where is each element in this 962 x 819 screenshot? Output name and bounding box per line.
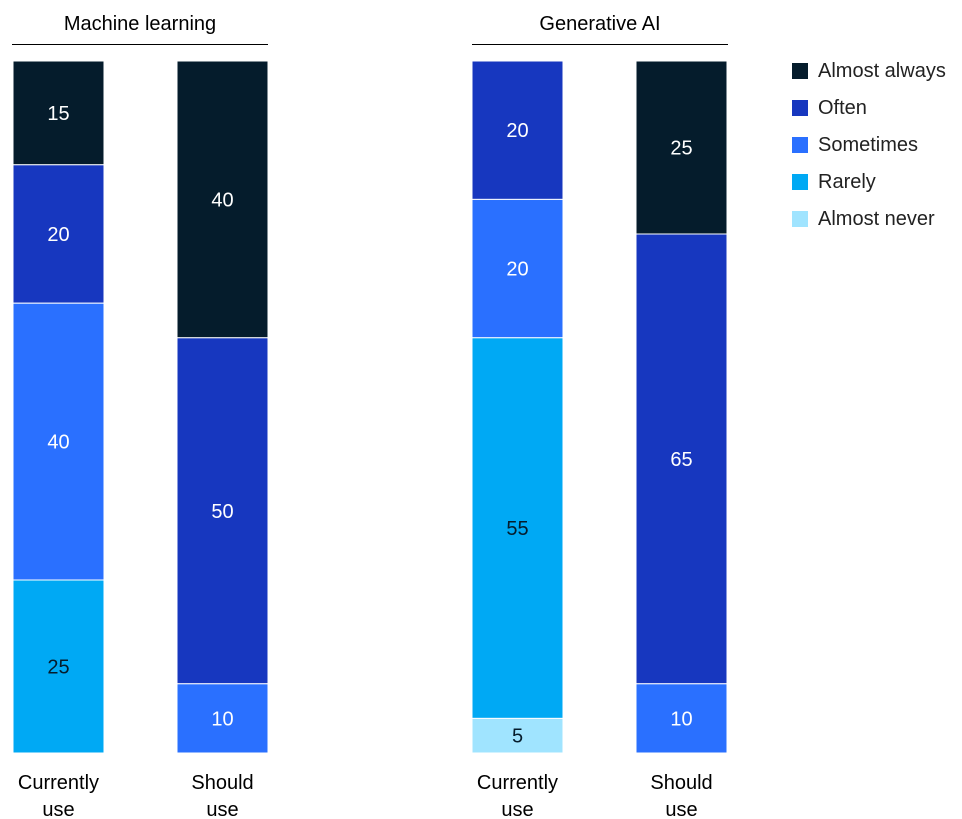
legend-label: Almost never — [818, 207, 935, 230]
data-label: 40 — [211, 189, 233, 211]
legend-swatch — [792, 100, 808, 116]
category-label: use — [42, 799, 74, 819]
data-label: 50 — [211, 501, 233, 523]
bar-segment-sometimes — [176, 683, 269, 754]
data-label: 20 — [506, 120, 528, 142]
legend-swatch — [792, 137, 808, 153]
data-label: 5 — [512, 726, 523, 748]
category-label: Currently — [477, 772, 558, 794]
category-label: use — [206, 799, 238, 819]
category-label: Currently — [18, 772, 99, 794]
legend: Almost always Often Sometimes Rarely Alm… — [792, 58, 946, 232]
bar-segment-sometimes — [471, 198, 564, 339]
data-label: 15 — [47, 103, 69, 125]
panel-title: Machine learning — [64, 13, 216, 35]
legend-item-almost-never: Almost never — [792, 206, 946, 232]
data-label: 40 — [47, 432, 69, 454]
bar-segment-almost-always — [176, 60, 269, 339]
data-label: 25 — [47, 657, 69, 679]
bar-segment-rarely — [12, 579, 105, 754]
bar-segment-often — [176, 337, 269, 685]
legend-label: Often — [818, 96, 867, 119]
bar-segment-almost-never — [471, 717, 564, 754]
bar-segment-sometimes — [635, 683, 728, 754]
data-label: 20 — [506, 259, 528, 281]
bar-segment-often — [12, 164, 105, 304]
data-label: 65 — [670, 449, 692, 471]
legend-swatch — [792, 174, 808, 190]
bar-segment-often — [635, 233, 728, 685]
bar-segment-sometimes — [12, 302, 105, 581]
category-label: Should — [650, 772, 712, 794]
legend-label: Sometimes — [818, 133, 919, 156]
legend-item-almost-always: Almost always — [792, 58, 946, 84]
legend-label: Almost always — [818, 59, 946, 82]
legend-swatch — [792, 63, 808, 79]
data-label: 25 — [670, 138, 692, 160]
legend-swatch — [792, 211, 808, 227]
data-label: 20 — [47, 224, 69, 246]
bar-segment-almost-always — [635, 60, 728, 235]
data-label: 55 — [506, 518, 528, 540]
legend-label: Rarely — [818, 170, 876, 193]
panel-title: Generative AI — [539, 13, 660, 35]
data-label: 10 — [670, 708, 692, 730]
category-label: Should — [191, 772, 253, 794]
category-label: use — [501, 799, 533, 819]
legend-item-sometimes: Sometimes — [792, 132, 946, 158]
legend-item-often: Often — [792, 95, 946, 121]
legend-item-rarely: Rarely — [792, 169, 946, 195]
category-label: use — [665, 799, 697, 819]
data-label: 10 — [211, 708, 233, 730]
bar-segment-almost-always — [12, 60, 105, 166]
bar-segment-often — [471, 60, 564, 200]
